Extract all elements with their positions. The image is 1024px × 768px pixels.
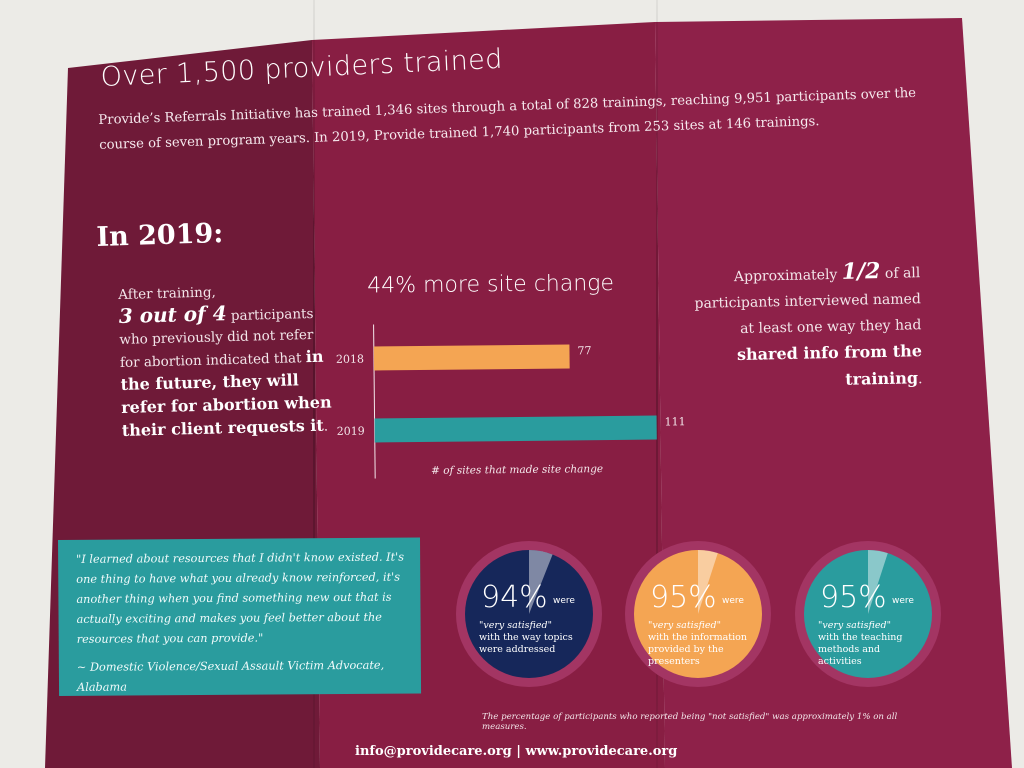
testimonial-text: "I learned about resources that I didn't… bbox=[76, 550, 405, 646]
satisfaction-circle-topics: 94% were "very satisfied" with the way t… bbox=[455, 540, 603, 688]
bar-chart-svg: 2018 77 2019 111 bbox=[336, 324, 686, 479]
fold-line-left bbox=[313, 0, 315, 768]
circle-remaining-wedge bbox=[698, 550, 718, 614]
shared-info-emphasis: shared info from the training bbox=[736, 341, 928, 389]
satisfaction-circle-methods: 95% were "very satisfied" with the teach… bbox=[794, 540, 942, 688]
circle-remaining-wedge bbox=[868, 550, 888, 614]
satisfaction-label: "very satisfied" bbox=[818, 620, 891, 631]
chart-axis-label: # of sites that made site change bbox=[431, 463, 604, 477]
shared-info-stat-text: Approximately 1/2 of all participants in… bbox=[690, 257, 923, 397]
progress-ring-icon bbox=[795, 541, 941, 687]
satisfaction-circle-information: 95% were "very satisfied" with the infor… bbox=[624, 540, 772, 688]
year-heading: In 2019: bbox=[96, 218, 224, 253]
bar-category-label: 2018 bbox=[336, 353, 364, 366]
shared-info-end: . bbox=[917, 371, 923, 388]
progress-ring-icon bbox=[625, 541, 771, 687]
satisfaction-percent: 95% bbox=[650, 580, 717, 615]
bar-2018 bbox=[373, 344, 570, 371]
testimonial-attribution: ~ Domestic Violence/Sexual Assault Victi… bbox=[76, 658, 385, 694]
satisfaction-footnote: The percentage of participants who repor… bbox=[482, 712, 898, 732]
fold-line-right bbox=[656, 0, 658, 768]
satisfaction-were: were bbox=[892, 596, 914, 606]
circle-fill bbox=[634, 550, 762, 678]
referral-stat-text: After training, 3 out of 4 participants … bbox=[118, 279, 337, 443]
satisfaction-were: were bbox=[553, 596, 575, 606]
bar-category-label: 2019 bbox=[337, 425, 365, 438]
referral-stat-intro: After training, bbox=[118, 284, 217, 303]
satisfaction-label: "very satisfied" bbox=[648, 620, 721, 631]
satisfaction-description: with the information provided by the pre… bbox=[648, 632, 748, 667]
progress-ring-icon bbox=[456, 541, 602, 687]
contact-info: info@providecare.org | www.providecare.o… bbox=[355, 744, 678, 759]
satisfaction-percent: 94% bbox=[481, 580, 548, 615]
satisfaction-label: "very satisfied" bbox=[479, 620, 552, 631]
circle-remaining-wedge bbox=[529, 550, 553, 614]
circle-fill bbox=[804, 550, 932, 678]
satisfaction-were: were bbox=[722, 596, 744, 606]
site-change-chart: 44% more site change 2018 77 2019 111 # of … bbox=[325, 266, 686, 490]
testimonial-quote-box: "I learned about resources that I didn't… bbox=[58, 537, 422, 696]
bar-value-label: 77 bbox=[577, 344, 591, 357]
referral-stat-fraction: 3 out of 4 bbox=[118, 301, 227, 328]
circle-fill bbox=[465, 550, 593, 678]
bar-value-label: 111 bbox=[665, 415, 686, 428]
shared-info-intro: Approximately bbox=[733, 266, 843, 286]
satisfaction-description: with the teaching methods and activities bbox=[818, 632, 903, 667]
bar-2019 bbox=[374, 415, 657, 443]
satisfaction-percent: 95% bbox=[820, 580, 887, 615]
shared-info-fraction: 1/2 bbox=[841, 258, 881, 285]
satisfaction-description: with the way topics were addressed bbox=[479, 632, 573, 655]
